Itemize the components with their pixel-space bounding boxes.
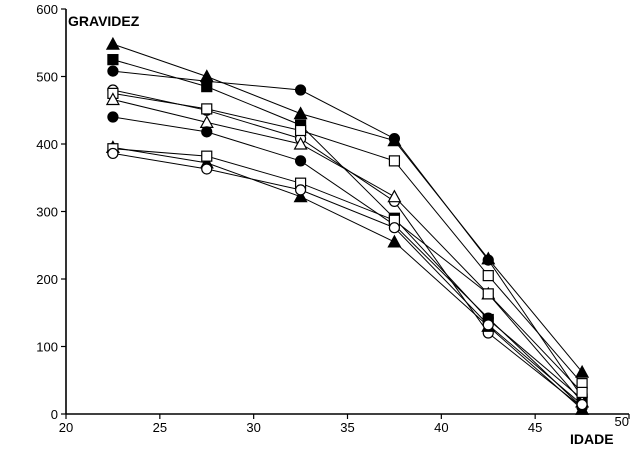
series-line-4	[112, 89, 583, 408]
x-tick-label: 50	[615, 414, 629, 429]
data-point	[482, 254, 494, 266]
y-tick-label: 300	[36, 205, 58, 220]
data-point	[105, 92, 120, 106]
series-line-5	[112, 92, 583, 384]
series-line-9	[112, 148, 583, 393]
series-layer	[105, 36, 590, 415]
data-point	[482, 288, 494, 300]
x-ticks: 20 25 30 35 40 45 50	[59, 414, 630, 435]
data-point	[294, 184, 307, 196]
data-point	[293, 189, 308, 203]
series-line-6	[112, 99, 583, 403]
data-point	[201, 163, 213, 175]
data-point	[201, 103, 213, 115]
series-line-7	[112, 116, 583, 408]
data-point	[575, 364, 590, 378]
x-axis-title: IDADE	[570, 431, 614, 447]
data-point	[294, 124, 307, 137]
data-point	[387, 234, 402, 248]
data-point	[388, 133, 401, 145]
data-point	[576, 398, 588, 411]
x-tick-label: 20	[59, 420, 73, 435]
series-lines	[112, 43, 583, 410]
data-point	[387, 189, 402, 203]
data-point	[107, 111, 119, 123]
series-line-2	[112, 59, 583, 400]
y-tick-label: 0	[51, 407, 58, 422]
y-tick-label: 400	[36, 137, 58, 152]
series-line-10	[112, 152, 583, 405]
x-tick-label: 40	[434, 420, 448, 435]
data-point	[107, 65, 119, 77]
data-point	[293, 106, 308, 120]
data-point	[388, 155, 401, 167]
y-ticks: 0 100 200 300 400 500 600	[36, 2, 66, 422]
data-point	[107, 147, 119, 160]
data-point	[482, 319, 494, 331]
series-markers	[105, 36, 590, 415]
x-tick-label: 35	[340, 420, 354, 435]
data-point	[107, 54, 119, 66]
data-point	[201, 75, 213, 87]
y-axis-title: GRAVIDEZ	[68, 13, 140, 29]
data-point	[199, 115, 214, 129]
x-tick-label: 30	[246, 420, 260, 435]
data-point	[294, 155, 307, 167]
y-tick-label: 200	[36, 272, 58, 287]
data-point	[576, 386, 588, 398]
y-tick-label: 100	[36, 340, 58, 355]
data-point	[293, 136, 308, 150]
x-tick-label: 45	[528, 420, 542, 435]
data-point	[482, 270, 494, 282]
x-tick-label: 25	[153, 420, 167, 435]
y-tick-label: 600	[36, 2, 58, 17]
series-line-3	[112, 70, 583, 398]
series-line-1	[112, 43, 583, 373]
y-tick-label: 500	[36, 70, 58, 85]
series-line-8	[112, 146, 583, 410]
data-point	[201, 150, 213, 162]
data-point	[201, 126, 213, 138]
data-point	[388, 222, 401, 234]
data-point	[105, 36, 120, 50]
data-point	[294, 84, 307, 96]
